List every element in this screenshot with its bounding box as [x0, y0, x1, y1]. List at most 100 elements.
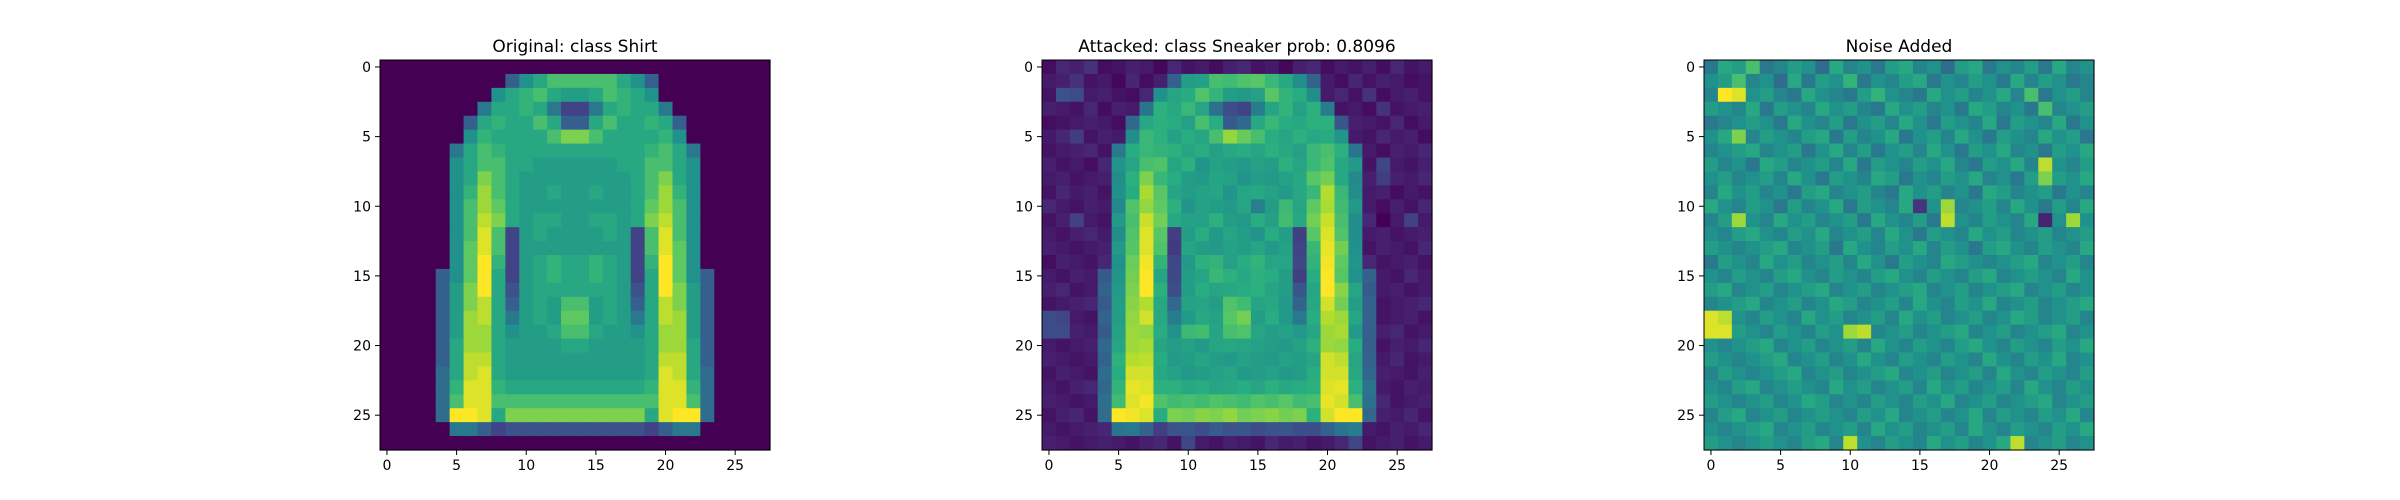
heatmap-cell-attacked — [1278, 255, 1294, 270]
heatmap-cell-noise — [2038, 129, 2053, 145]
heatmap-cell-original — [686, 310, 701, 326]
heatmap-cell-noise — [1899, 199, 1914, 214]
heatmap-cell-noise — [1857, 394, 1872, 409]
heatmap-cell-original — [672, 213, 688, 228]
heatmap-cell-original — [672, 268, 688, 284]
heatmap-cell-noise — [2038, 227, 2053, 242]
heatmap-cell-noise — [2038, 157, 2053, 173]
heatmap-cell-original — [616, 185, 632, 200]
heatmap-cell-original — [519, 338, 534, 354]
heatmap-cell-attacked — [1097, 73, 1113, 89]
heatmap-cell-noise — [1954, 129, 1970, 145]
heatmap-cell-original — [393, 394, 409, 409]
heatmap-cell-noise — [1885, 171, 1900, 186]
heatmap-cell-original — [449, 408, 465, 423]
heatmap-cell-noise — [1899, 101, 1914, 117]
heatmap-cell-original — [463, 129, 479, 145]
heatmap-cell-original — [644, 324, 660, 340]
heatmap-cell-attacked — [1348, 227, 1363, 242]
heatmap-cell-attacked — [1362, 157, 1377, 173]
heatmap-cell-original — [616, 310, 632, 326]
heatmap-cell-attacked — [1139, 87, 1155, 103]
heatmap-cell-original — [449, 366, 465, 381]
heatmap-cell-noise — [1857, 129, 1872, 145]
heatmap-cell-noise — [1773, 73, 1789, 89]
heatmap-cell-attacked — [1237, 157, 1252, 173]
heatmap-cell-noise — [1759, 73, 1775, 89]
heatmap-cell-original — [561, 115, 576, 131]
heatmap-cell-noise — [1996, 87, 2012, 103]
heatmap-cell-noise — [1996, 268, 2012, 284]
heatmap-cell-original — [505, 227, 520, 242]
heatmap-cell-noise — [2066, 157, 2081, 173]
heatmap-cell-attacked — [1139, 422, 1155, 437]
heatmap-cell-attacked — [1334, 171, 1350, 186]
heatmap-cell-noise — [1801, 171, 1817, 186]
heatmap-cell-noise — [2010, 366, 2025, 381]
heatmap-cell-attacked — [1334, 129, 1350, 145]
heatmap-cell-original — [714, 199, 729, 214]
heatmap-cell-attacked — [1223, 310, 1238, 326]
heatmap-cell-noise — [2066, 73, 2081, 89]
heatmap-cell-noise — [1787, 199, 1803, 214]
heatmap-cell-original — [380, 338, 395, 354]
heatmap-cell-attacked — [1153, 408, 1168, 423]
heatmap-cell-attacked — [1139, 60, 1155, 75]
heatmap-cell-original — [714, 157, 729, 173]
heatmap-cell-original — [463, 241, 479, 256]
heatmap-cell-attacked — [1111, 60, 1127, 75]
y-tick-label: 20 — [1677, 339, 1695, 355]
heatmap-cell-attacked — [1362, 255, 1377, 270]
heatmap-cell-original — [533, 60, 548, 75]
heatmap-cell-attacked — [1362, 380, 1377, 395]
heatmap-cell-attacked — [1111, 324, 1127, 340]
heatmap-cell-attacked — [1097, 60, 1113, 75]
heatmap-cell-original — [714, 143, 729, 159]
heatmap-cell-original — [561, 324, 576, 340]
heatmap-cell-original — [421, 185, 437, 200]
heatmap-cell-noise — [1843, 241, 1858, 256]
heatmap-cell-original — [728, 87, 743, 103]
heatmap-cell-original — [700, 380, 715, 395]
heatmap-cell-noise — [1843, 227, 1858, 242]
heatmap-cell-attacked — [1418, 282, 1433, 298]
heatmap-cell-attacked — [1042, 87, 1057, 103]
heatmap-cell-noise — [1968, 60, 1984, 75]
heatmap-cell-attacked — [1278, 436, 1294, 451]
heatmap-cell-noise — [1704, 213, 1719, 228]
heatmap-cell-attacked — [1167, 436, 1182, 451]
heatmap-cell-attacked — [1167, 241, 1182, 256]
heatmap-cell-attacked — [1334, 380, 1350, 395]
heatmap-cell-noise — [1996, 422, 2012, 437]
heatmap-cell-noise — [2024, 143, 2039, 159]
heatmap-cell-attacked — [1223, 73, 1238, 89]
heatmap-noise — [1704, 60, 2095, 451]
heatmap-cell-noise — [2010, 310, 2025, 326]
heatmap-cell-original — [658, 282, 674, 298]
heatmap-cell-noise — [1954, 213, 1970, 228]
heatmap-cell-noise — [1829, 73, 1844, 89]
heatmap-cell-original — [602, 310, 618, 326]
heatmap-cell-original — [756, 87, 771, 103]
heatmap-cell-noise — [1968, 394, 1984, 409]
heatmap-cell-attacked — [1362, 268, 1377, 284]
heatmap-cell-noise — [1857, 171, 1872, 186]
heatmap-cell-noise — [1996, 310, 2012, 326]
heatmap-cell-noise — [1815, 115, 1830, 131]
heatmap-cell-noise — [1773, 436, 1789, 451]
heatmap-cell-attacked — [1153, 143, 1168, 159]
heatmap-cell-attacked — [1209, 227, 1224, 242]
heatmap-cell-attacked — [1237, 310, 1252, 326]
heatmap-cell-original — [463, 282, 479, 298]
heatmap-cell-original — [588, 199, 604, 214]
heatmap-cell-attacked — [1083, 408, 1099, 423]
heatmap-cell-noise — [1731, 324, 1747, 340]
heatmap-cell-noise — [2024, 115, 2039, 131]
heatmap-cell-noise — [1940, 394, 1956, 409]
heatmap-cell-attacked — [1348, 60, 1363, 75]
heatmap-cell-original — [616, 129, 632, 145]
heatmap-cell-noise — [1954, 394, 1970, 409]
heatmap-cell-noise — [2080, 422, 2095, 437]
heatmap-cell-original — [742, 436, 757, 451]
heatmap-cell-original — [644, 268, 660, 284]
